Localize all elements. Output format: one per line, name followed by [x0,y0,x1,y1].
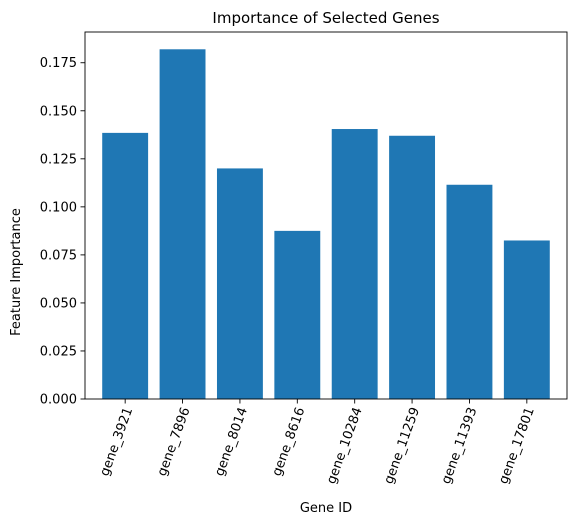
y-tick-label: 0.050 [40,296,77,311]
x-tick-label: gene_11259 [382,405,424,486]
y-tick-label: 0.000 [40,393,77,408]
y-tick-label: 0.125 [40,152,77,167]
x-tick-label: gene_17801 [496,405,538,486]
x-tick-label: gene_8014 [212,405,251,478]
bars-layer [102,49,550,399]
axes-layer [84,31,568,400]
plot-frame [84,31,568,400]
bar-gene_3921 [102,132,149,399]
y-tick-label: 0.075 [40,248,77,263]
y-ticks-layer: 0.000 0.025 0.050 0.075 0.100 0.125 0.150 0.175 [40,56,85,408]
y-tick-label: 0.025 [40,344,77,359]
x-tick-label: gene_7896 [155,405,194,478]
bar-gene_10284 [331,129,378,399]
x-tick-label: gene_8616 [270,405,309,478]
x-tick-label: gene_11393 [439,405,481,486]
bar-gene_11393 [446,184,493,399]
y-tick-label: 0.175 [40,56,77,71]
x-ticks-layer: gene_3921 gene_7896 gene_8014 gene_8616 gene… [97,399,538,486]
y-axis-label: Feature Importance [9,208,24,336]
bar-gene_7896 [159,49,206,399]
x-tick-label: gene_3921 [97,405,136,478]
bar-gene_11259 [389,135,436,399]
bar-gene_17801 [503,240,550,399]
y-tick-label: 0.100 [40,200,77,215]
bar-gene_8014 [216,168,263,399]
x-tick-label: gene_10284 [324,405,366,486]
chart-title: Importance of Selected Genes [212,9,439,27]
x-axis-label: Gene ID [300,501,352,516]
y-tick-label: 0.150 [40,104,77,119]
bar-gene_8616 [274,230,321,399]
